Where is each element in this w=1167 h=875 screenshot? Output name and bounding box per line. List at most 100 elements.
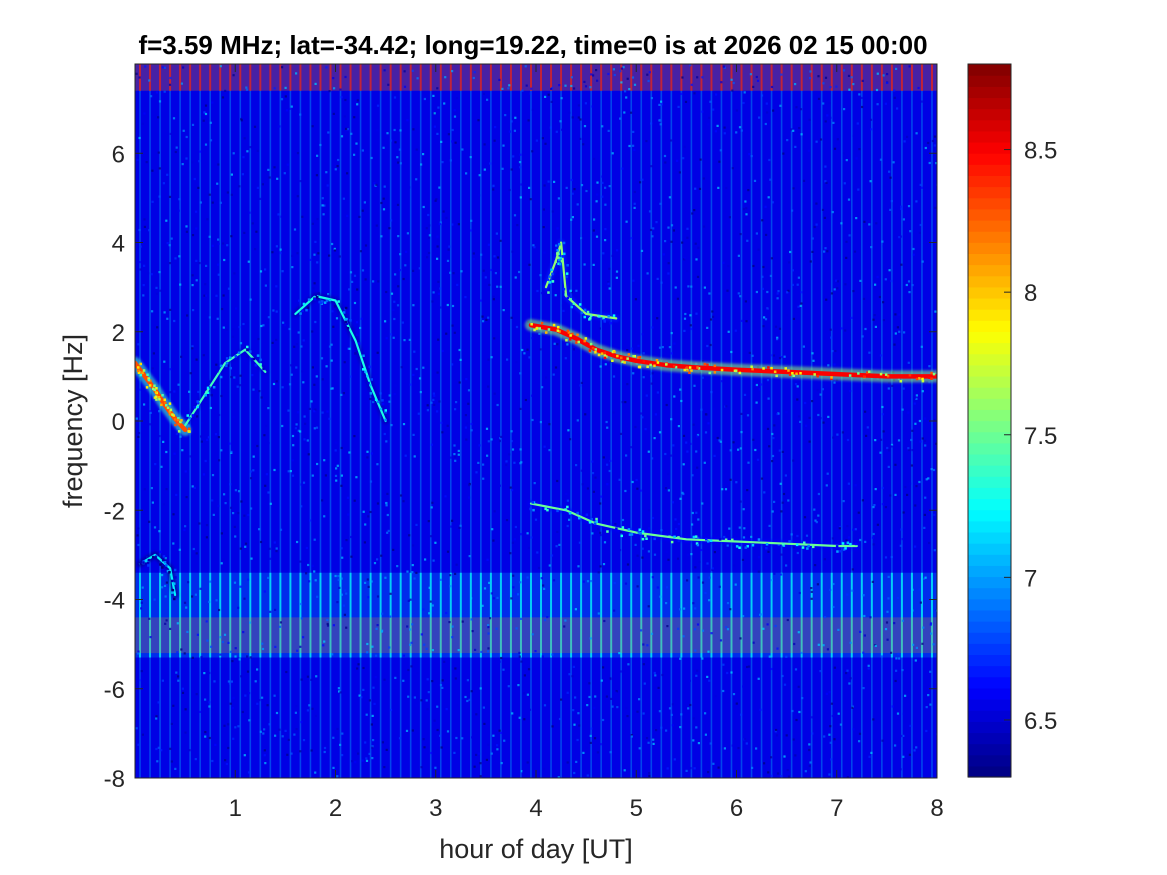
speckle-318 bbox=[555, 545, 558, 548]
speckle-559 bbox=[449, 585, 452, 588]
speckle-2488 bbox=[787, 499, 790, 502]
speckle-1932 bbox=[511, 448, 515, 451]
speckle-2039 bbox=[844, 283, 847, 286]
trace-speck-bright-0-8-5 bbox=[770, 367, 773, 370]
speckle-702 bbox=[726, 602, 730, 605]
speckle-293 bbox=[407, 599, 410, 602]
speckle-1877 bbox=[682, 492, 685, 496]
speckle-1616 bbox=[712, 108, 715, 111]
speckle-2415 bbox=[186, 630, 189, 633]
speckle-1948 bbox=[829, 328, 832, 331]
speckle-201 bbox=[368, 752, 371, 755]
trace-speck-bright-0-6-1 bbox=[690, 369, 693, 372]
speckle-2097 bbox=[258, 699, 261, 702]
speckle-2370 bbox=[189, 372, 192, 375]
speckle-1830 bbox=[355, 749, 358, 753]
speckle-2536 bbox=[608, 185, 611, 188]
speckle-1362 bbox=[539, 421, 542, 424]
speckle-2495 bbox=[858, 740, 861, 743]
trace-speck-faint-2-0-9 bbox=[531, 501, 535, 504]
speckle-418 bbox=[656, 317, 659, 320]
speckle-1844 bbox=[596, 751, 599, 754]
speckle-1837 bbox=[366, 456, 369, 459]
speckle-2057 bbox=[252, 455, 255, 458]
speckle-1670 bbox=[548, 564, 551, 567]
speckle-245 bbox=[886, 446, 889, 450]
speckle-868 bbox=[511, 541, 514, 544]
trace-speck-faint-2-0-6 bbox=[544, 507, 547, 511]
trace-speck-bright-0-2-3 bbox=[577, 340, 580, 344]
speckle-363 bbox=[233, 376, 236, 379]
speckle-295 bbox=[195, 259, 198, 262]
speckle-1089 bbox=[158, 530, 161, 533]
speckle-2593 bbox=[456, 283, 459, 286]
trace-speck-bright-1-4-4 bbox=[187, 427, 191, 431]
speckle-2012 bbox=[769, 178, 772, 181]
speckle-1693 bbox=[345, 592, 348, 595]
speckle-331 bbox=[196, 723, 199, 726]
speckle-1604 bbox=[850, 316, 853, 319]
speckle-379 bbox=[389, 708, 393, 712]
trace-speck-faint-1-3-6 bbox=[368, 365, 371, 369]
speckle-1800 bbox=[824, 247, 827, 250]
speckle-524 bbox=[273, 166, 276, 169]
speckle-2198 bbox=[199, 587, 202, 590]
speckle-1340 bbox=[459, 358, 462, 361]
speckle-2427 bbox=[479, 299, 483, 302]
speckle-1861 bbox=[765, 308, 768, 311]
speckle-2371 bbox=[900, 734, 903, 738]
speckle-822 bbox=[782, 152, 785, 155]
trace-speck-bright-0-10-2 bbox=[866, 371, 869, 374]
speckle-1197 bbox=[787, 775, 790, 778]
speckle-1633 bbox=[262, 732, 265, 735]
speckle-1635 bbox=[796, 534, 799, 538]
speckle-793 bbox=[907, 205, 911, 208]
speckle-2450 bbox=[422, 738, 425, 741]
speckle-1927 bbox=[575, 760, 578, 763]
speckle-848 bbox=[217, 504, 220, 507]
trace-speck-faint-1-1-3 bbox=[323, 301, 327, 304]
speckle-1827 bbox=[138, 388, 141, 391]
speckle-200 bbox=[843, 531, 846, 534]
speckle-1614 bbox=[274, 645, 277, 648]
trace-speck-faint-1-1-9 bbox=[328, 298, 332, 302]
speckle-2130 bbox=[439, 287, 442, 290]
speckle-825 bbox=[241, 710, 244, 714]
speckle-478 bbox=[786, 618, 789, 622]
speckle-2173 bbox=[580, 184, 584, 187]
speckle-2339 bbox=[482, 706, 485, 709]
speckle-2250 bbox=[808, 118, 811, 121]
speckle-1666 bbox=[165, 450, 168, 454]
trace-speck-faint-4-0-2 bbox=[155, 554, 158, 558]
speckle-1743 bbox=[246, 150, 249, 153]
trace-speck-bright-0-4-8 bbox=[626, 357, 629, 360]
speckle-2477 bbox=[464, 426, 467, 429]
speckle-1685 bbox=[217, 238, 220, 241]
speckle-2479 bbox=[925, 729, 928, 733]
speckle-26 bbox=[667, 272, 670, 275]
speckle-506 bbox=[302, 381, 305, 384]
speckle-2401 bbox=[373, 562, 377, 565]
speckle-1221 bbox=[824, 180, 827, 183]
speckle-1023 bbox=[148, 617, 151, 620]
speckle-1032 bbox=[543, 704, 547, 707]
trace-speck-bright-1-1-1 bbox=[149, 379, 152, 382]
speckle-803 bbox=[810, 716, 813, 719]
speckle-1598 bbox=[915, 746, 918, 749]
colorbar-swatch-18 bbox=[968, 565, 1011, 578]
speckle-2196 bbox=[336, 601, 339, 604]
speckle-1150 bbox=[925, 478, 928, 481]
trace-speck-bright-0-7-8 bbox=[713, 371, 717, 374]
speckle-1087 bbox=[848, 682, 851, 685]
speckle-207 bbox=[645, 394, 648, 397]
speckle-635 bbox=[786, 769, 789, 772]
speckle-1909 bbox=[900, 205, 903, 208]
speckle-2131 bbox=[721, 380, 724, 383]
speckle-744 bbox=[862, 297, 866, 300]
y-tick-label-6: 6 bbox=[112, 141, 125, 168]
speckle-1111 bbox=[826, 250, 829, 253]
speckle-813 bbox=[409, 628, 412, 631]
speckle-1870 bbox=[390, 292, 394, 295]
speckle-1064 bbox=[615, 691, 618, 694]
